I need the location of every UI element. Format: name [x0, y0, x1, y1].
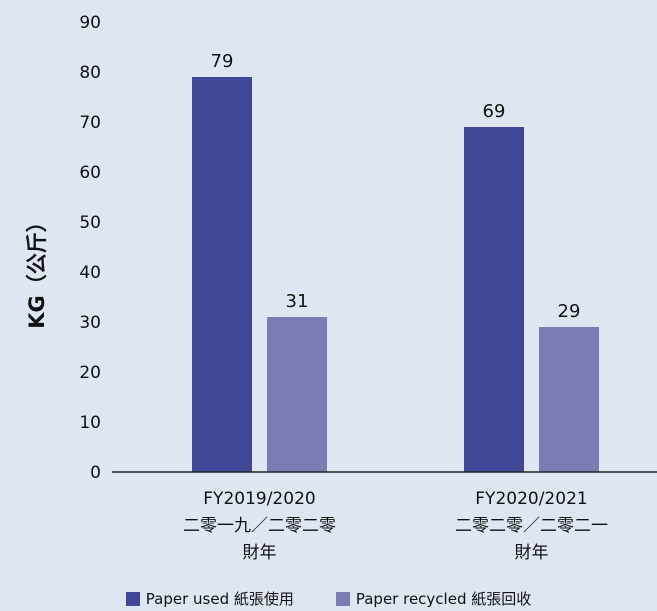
bar [267, 317, 327, 472]
bar [464, 127, 524, 472]
x-tick-label: FY2019/2020 二零一九／二零二零財年 [183, 489, 336, 563]
legend-swatch-paper-used [125, 592, 140, 606]
y-tick-labels: 0 10 20 30 40 50 60 70 80 90 [79, 13, 101, 483]
value-labels: 79 69 31 29 [211, 51, 581, 322]
y-tick-label: 0 [90, 463, 101, 483]
y-tick-label: 90 [79, 13, 101, 33]
legend-item-paper-used: Paper used 紙張使用 [125, 590, 294, 608]
y-tick-label: 70 [79, 113, 101, 133]
y-tick-label: 20 [79, 363, 101, 383]
x-tick-label: FY2020/2021 二零二零／二零二一財年 [455, 489, 608, 563]
legend-item-paper-recycled: Paper recycled 紙張回收 [335, 590, 532, 608]
data-label: 29 [558, 301, 581, 322]
legend: Paper used 紙張使用 Paper recycled 紙張回收 [0, 590, 657, 608]
y-tick-label: 50 [79, 213, 101, 233]
legend-label-paper-used: Paper used 紙張使用 [145, 590, 294, 608]
y-tick-label: 40 [79, 263, 101, 283]
data-label: 79 [211, 51, 234, 72]
y-tick-label: 60 [79, 163, 101, 183]
y-tick-label: 80 [79, 63, 101, 83]
legend-label-paper-recycled: Paper recycled 紙張回收 [355, 590, 532, 608]
legend-swatch-paper-recycled [335, 592, 350, 606]
bar [192, 77, 252, 472]
data-label: 69 [483, 101, 506, 122]
bars [192, 77, 599, 472]
y-tick-label: 30 [79, 313, 101, 333]
x-tick-labels: FY2019/2020 二零一九／二零二零財年 FY2020/2021 二零二零／二零… [183, 489, 608, 563]
y-tick-label: 10 [79, 413, 101, 433]
bar [539, 327, 599, 472]
y-axis-label: KG（公斤） [25, 211, 49, 329]
data-label: 31 [286, 291, 309, 312]
